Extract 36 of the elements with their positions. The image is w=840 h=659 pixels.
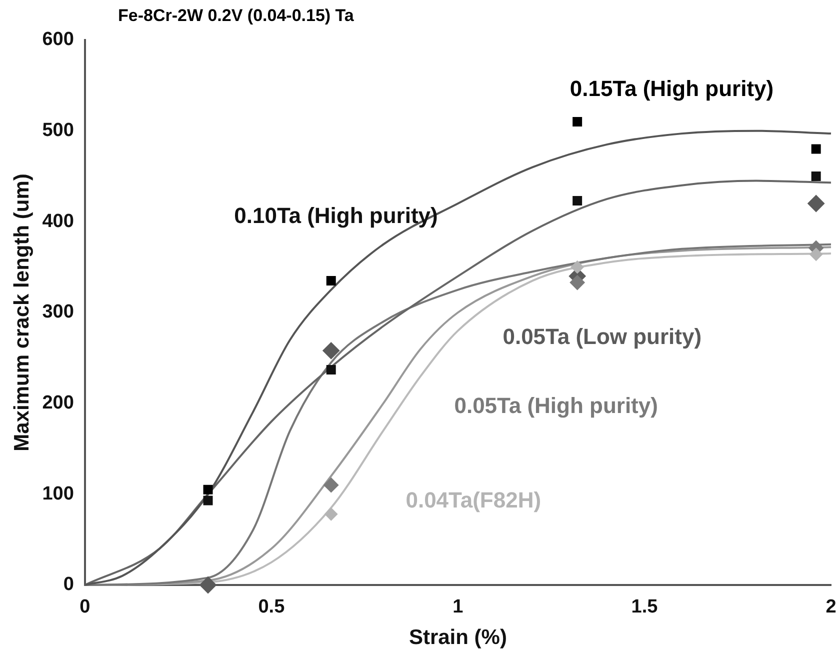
point	[326, 364, 336, 374]
point	[811, 144, 821, 154]
point	[808, 195, 825, 212]
series-label: 0.15Ta (High purity)	[570, 76, 774, 102]
y-tick-label: 400	[42, 210, 74, 232]
point	[326, 276, 336, 286]
point	[811, 172, 821, 181]
point	[570, 275, 585, 290]
y-tick-label: 200	[42, 392, 74, 414]
x-tick-label: 0.5	[258, 596, 286, 618]
point	[200, 576, 217, 594]
point	[324, 508, 338, 521]
x-axis-title: Strain (%)	[408, 626, 507, 650]
x-tick-label: 1.5	[631, 596, 658, 618]
y-tick-label: 100	[42, 483, 74, 504]
point	[324, 478, 339, 493]
y-tick-label: 500	[42, 120, 74, 142]
y-tick-label: 600	[42, 29, 74, 50]
y-tick-label: 0	[63, 574, 74, 596]
x-tick-label: 2	[826, 596, 836, 618]
point	[572, 117, 582, 126]
chart-title: Fe-8Cr-2W 0.2V (0.04-0.15) Ta	[118, 6, 354, 26]
text: 0.05Ta (High purity)	[454, 393, 658, 418]
point	[810, 248, 823, 261]
y-tick-label: 300	[42, 302, 74, 323]
point	[572, 196, 582, 206]
text: 0.05Ta (Low purity)	[502, 324, 702, 349]
point	[322, 342, 340, 360]
y-axis-title: Maximum crack length (um)	[10, 174, 34, 452]
point	[570, 260, 584, 274]
text: 0.10Ta (High purity)	[234, 203, 438, 228]
x-tick-label: 0	[80, 596, 90, 618]
x-tick-label: 1	[452, 596, 464, 618]
point	[203, 484, 213, 494]
text: 0.04Ta(F82H)	[406, 487, 542, 512]
point	[203, 496, 213, 506]
